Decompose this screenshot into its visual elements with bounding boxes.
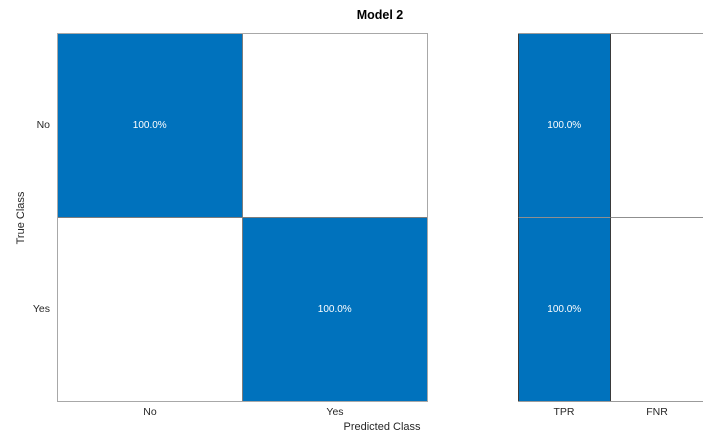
cell-value: 100.0% [132, 119, 167, 131]
cell-value: 100.0% [547, 303, 582, 315]
x-tick-no: No [143, 406, 157, 418]
confusion-matrix: 100.0% 100.0% [57, 33, 428, 402]
summary-cell-no-tpr: 100.0% [518, 34, 611, 218]
y-axis-label: True Class [15, 191, 27, 245]
matrix-cell-no-no: 100.0% [58, 34, 243, 218]
row-summary-panel: 100.0% 100.0% [518, 33, 703, 402]
x-tick-fnr: FNR [646, 406, 668, 418]
matrix-cell-yes-yes: 100.0% [242, 217, 427, 401]
matrix-cell-yes-no [58, 217, 243, 401]
summary-cell-no-fnr [610, 34, 703, 218]
cell-value: 100.0% [547, 119, 582, 131]
y-tick-no: No [36, 119, 50, 131]
summary-cell-yes-fnr [611, 218, 704, 402]
chart-title: Model 2 [356, 8, 404, 22]
y-tick-yes: Yes [32, 303, 50, 315]
cell-value: 100.0% [317, 303, 352, 315]
summary-cell-yes-tpr: 100.0% [518, 217, 611, 401]
x-tick-yes: Yes [326, 406, 344, 418]
x-tick-tpr: TPR [553, 406, 575, 418]
x-axis-label: Predicted Class [343, 421, 421, 433]
matrix-cell-no-yes [242, 34, 427, 218]
